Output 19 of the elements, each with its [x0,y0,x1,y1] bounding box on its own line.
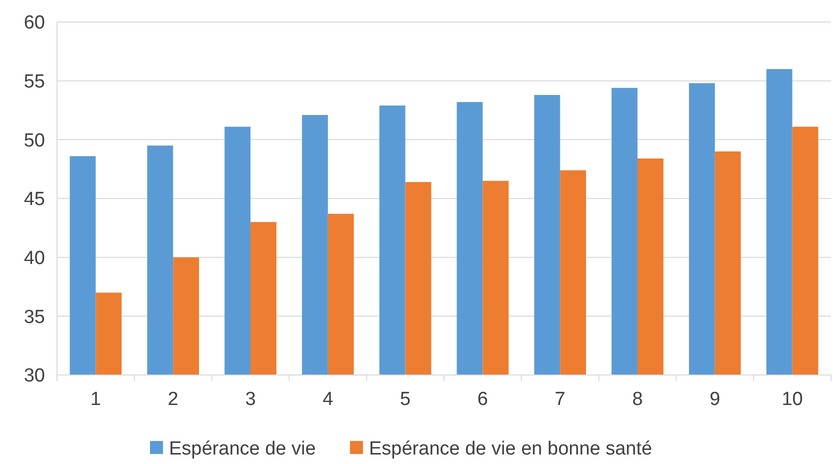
x-tick-label: 6 [477,389,488,410]
y-tick-label: 50 [24,130,45,152]
x-tick-label: 5 [400,389,411,410]
y-tick-label: 60 [24,12,45,34]
y-tick-label: 45 [24,189,45,210]
x-tick-label: 1 [90,389,101,410]
x-tick-label: 8 [632,389,643,410]
x-tick-label: 2 [168,389,178,410]
x-tick-label: 3 [245,389,256,410]
x-tick-label: 4 [322,389,334,410]
legend-label: Espérance de vie [169,438,316,460]
y-tick-label: 35 [24,306,45,328]
x-tick-label: 9 [710,389,720,410]
x-tick-label: 7 [554,389,566,410]
x-tick-label: 10 [782,389,803,410]
y-tick-label: 30 [24,366,45,387]
legend-label: Espérance de vie en bonne santé [369,438,652,460]
y-tick-label: 40 [24,248,45,269]
y-tick-label: 55 [24,71,45,92]
